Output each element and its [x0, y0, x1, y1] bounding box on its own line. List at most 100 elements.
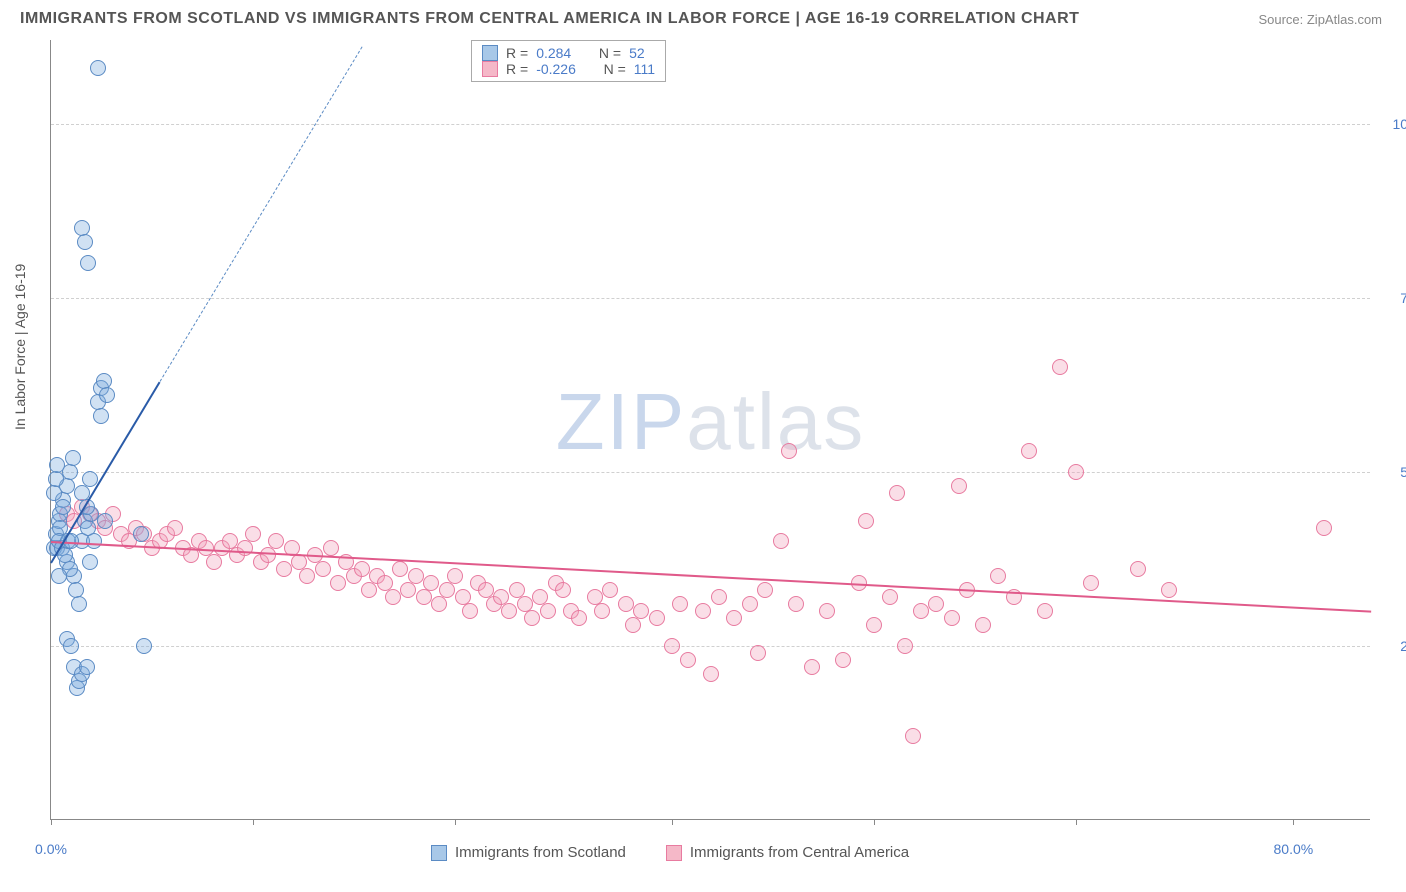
scotland-point [71, 596, 87, 612]
central-america-point [750, 645, 766, 661]
legend-row: R = -0.226 N = 111 [482, 61, 655, 77]
central-america-point [649, 610, 665, 626]
x-tick [51, 819, 52, 825]
scotland-point [46, 485, 62, 501]
central-america-point [928, 596, 944, 612]
central-america-point [276, 561, 292, 577]
x-tick [1293, 819, 1294, 825]
legend-label: Immigrants from Central America [690, 844, 909, 861]
central-america-point [354, 561, 370, 577]
legend-swatch [666, 845, 682, 861]
scotland-point [99, 387, 115, 403]
n-label: N = [604, 61, 626, 77]
scotland-point [136, 638, 152, 654]
central-america-point [944, 610, 960, 626]
chart-title: IMMIGRANTS FROM SCOTLAND VS IMMIGRANTS F… [20, 10, 1079, 28]
central-america-point [757, 582, 773, 598]
central-america-point [1021, 443, 1037, 459]
correlation-legend: R = 0.284 N = 52R = -0.226 N = 111 [471, 40, 666, 82]
x-tick [455, 819, 456, 825]
central-america-point [206, 554, 222, 570]
central-america-point [439, 582, 455, 598]
x-tick [672, 819, 673, 825]
central-america-point [524, 610, 540, 626]
central-america-point [1083, 575, 1099, 591]
central-america-point [167, 520, 183, 536]
central-america-point [680, 652, 696, 668]
central-america-point [299, 568, 315, 584]
central-america-point [726, 610, 742, 626]
central-america-point [1130, 561, 1146, 577]
scotland-point [79, 659, 95, 675]
central-america-point [866, 617, 882, 633]
central-america-point [889, 485, 905, 501]
n-value: 111 [634, 61, 655, 77]
central-america-point [897, 638, 913, 654]
central-america-point [835, 652, 851, 668]
trend-line [51, 541, 1371, 613]
scotland-point [82, 554, 98, 570]
central-america-point [416, 589, 432, 605]
central-america-point [819, 603, 835, 619]
central-america-point [392, 561, 408, 577]
central-america-point [1052, 359, 1068, 375]
central-america-point [695, 603, 711, 619]
central-america-point [618, 596, 634, 612]
central-america-point [990, 568, 1006, 584]
central-america-point [633, 603, 649, 619]
central-america-point [400, 582, 416, 598]
central-america-point [913, 603, 929, 619]
central-america-point [462, 603, 478, 619]
central-america-point [781, 443, 797, 459]
central-america-point [1037, 603, 1053, 619]
central-america-point [330, 575, 346, 591]
x-tick-label: 80.0% [1273, 841, 1313, 857]
central-america-point [625, 617, 641, 633]
central-america-point [1068, 464, 1084, 480]
central-america-point [975, 617, 991, 633]
central-america-point [245, 526, 261, 542]
gridline [51, 472, 1370, 473]
legend-item: Immigrants from Central America [666, 844, 909, 861]
central-america-point [237, 540, 253, 556]
scotland-point [77, 234, 93, 250]
central-america-point [571, 610, 587, 626]
gridline [51, 646, 1370, 647]
central-america-point [323, 540, 339, 556]
gridline [51, 124, 1370, 125]
central-america-point [385, 589, 401, 605]
central-america-point [260, 547, 276, 563]
r-label: R = [506, 45, 528, 61]
legend-row: R = 0.284 N = 52 [482, 45, 655, 61]
legend-label: Immigrants from Scotland [455, 844, 626, 861]
central-america-point [788, 596, 804, 612]
x-tick [253, 819, 254, 825]
central-america-point [804, 659, 820, 675]
central-america-point [315, 561, 331, 577]
central-america-point [540, 603, 556, 619]
series-legend: Immigrants from Scotland Immigrants from … [431, 844, 909, 861]
scotland-point [86, 533, 102, 549]
y-tick-label: 75.0% [1380, 290, 1406, 306]
scotland-point [93, 408, 109, 424]
n-value: 52 [629, 45, 645, 61]
scotland-point [133, 526, 149, 542]
trend-line [159, 47, 362, 382]
central-america-point [268, 533, 284, 549]
legend-swatch [482, 45, 498, 61]
gridline [51, 298, 1370, 299]
central-america-point [423, 575, 439, 591]
central-america-point [672, 596, 688, 612]
central-america-point [555, 582, 571, 598]
source-attribution: Source: ZipAtlas.com [1258, 12, 1382, 27]
y-axis-label: In Labor Force | Age 16-19 [12, 264, 28, 430]
y-tick-label: 50.0% [1380, 464, 1406, 480]
central-america-point [431, 596, 447, 612]
central-america-point [602, 582, 618, 598]
legend-item: Immigrants from Scotland [431, 844, 626, 861]
x-tick [874, 819, 875, 825]
central-america-point [711, 589, 727, 605]
central-america-point [882, 589, 898, 605]
scotland-point [48, 471, 64, 487]
central-america-point [447, 568, 463, 584]
